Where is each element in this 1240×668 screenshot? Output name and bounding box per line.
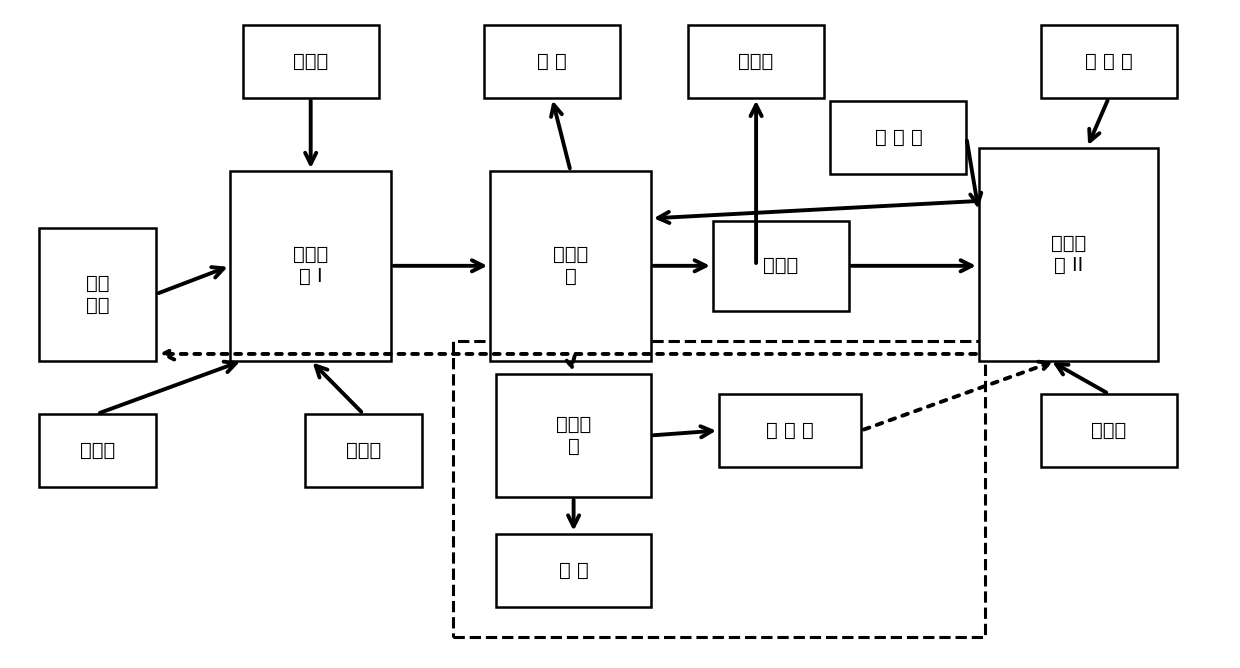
Text: 催化系
统 I: 催化系 统 I <box>293 245 329 287</box>
Text: 催化系
统 II: 催化系 统 II <box>1050 234 1086 275</box>
Text: 盐产品: 盐产品 <box>739 51 774 71</box>
Bar <box>305 414 422 487</box>
Text: 冷 冻 母: 冷 冻 母 <box>766 421 813 440</box>
Text: 膜分
离浓: 膜分 离浓 <box>86 274 109 315</box>
Text: 氧化剂: 氧化剂 <box>346 441 381 460</box>
Bar <box>453 341 985 637</box>
Bar <box>231 171 391 361</box>
Bar <box>688 25 825 98</box>
Text: 蒸发系
统: 蒸发系 统 <box>553 245 588 287</box>
Bar <box>1040 25 1177 98</box>
Bar <box>713 221 849 311</box>
Bar <box>490 171 651 361</box>
Text: 蒸发母: 蒸发母 <box>763 257 799 275</box>
Text: 氧 化 剂: 氧 化 剂 <box>874 128 923 147</box>
Text: 盐 产: 盐 产 <box>559 560 589 580</box>
Text: 光系统: 光系统 <box>293 51 329 71</box>
Bar <box>38 228 156 361</box>
Text: 氧 化 剂: 氧 化 剂 <box>1085 51 1132 71</box>
Text: 光系统: 光系统 <box>1091 421 1126 440</box>
Bar <box>38 414 156 487</box>
Text: 冷 凝: 冷 凝 <box>537 51 567 71</box>
Bar <box>243 25 378 98</box>
Text: 冷冻系
统: 冷冻系 统 <box>556 415 591 456</box>
Bar <box>496 534 651 607</box>
Text: 氧化剂: 氧化剂 <box>79 441 115 460</box>
Bar <box>978 148 1158 361</box>
Bar <box>1040 394 1177 467</box>
Bar <box>831 101 966 174</box>
Bar <box>496 374 651 497</box>
Bar <box>484 25 620 98</box>
Bar <box>719 394 862 467</box>
